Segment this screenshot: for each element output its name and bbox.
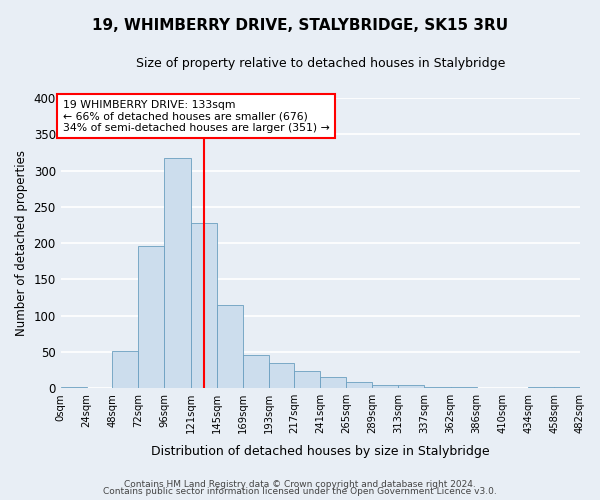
Bar: [112, 351, 138, 388]
Bar: [554, 386, 580, 388]
Bar: [528, 386, 554, 388]
Text: 19, WHIMBERRY DRIVE, STALYBRIDGE, SK15 3RU: 19, WHIMBERRY DRIVE, STALYBRIDGE, SK15 3…: [92, 18, 508, 32]
X-axis label: Distribution of detached houses by size in Stalybridge: Distribution of detached houses by size …: [151, 444, 490, 458]
Bar: [217, 304, 243, 388]
Bar: [424, 386, 451, 388]
Bar: [398, 386, 424, 388]
Text: Contains HM Land Registry data © Crown copyright and database right 2024.: Contains HM Land Registry data © Crown c…: [124, 480, 476, 489]
Title: Size of property relative to detached houses in Stalybridge: Size of property relative to detached ho…: [136, 58, 505, 70]
Bar: [191, 223, 217, 388]
Text: Contains public sector information licensed under the Open Government Licence v3: Contains public sector information licen…: [103, 487, 497, 496]
Bar: [243, 355, 269, 388]
Text: 19 WHIMBERRY DRIVE: 133sqm
← 66% of detached houses are smaller (676)
34% of sem: 19 WHIMBERRY DRIVE: 133sqm ← 66% of deta…: [63, 100, 329, 132]
Y-axis label: Number of detached properties: Number of detached properties: [15, 150, 28, 336]
Bar: [138, 246, 164, 388]
Bar: [372, 384, 398, 388]
Bar: [269, 364, 295, 388]
Bar: [61, 386, 86, 388]
Bar: [295, 370, 320, 388]
Bar: [346, 382, 372, 388]
Bar: [320, 378, 346, 388]
Bar: [164, 158, 191, 388]
